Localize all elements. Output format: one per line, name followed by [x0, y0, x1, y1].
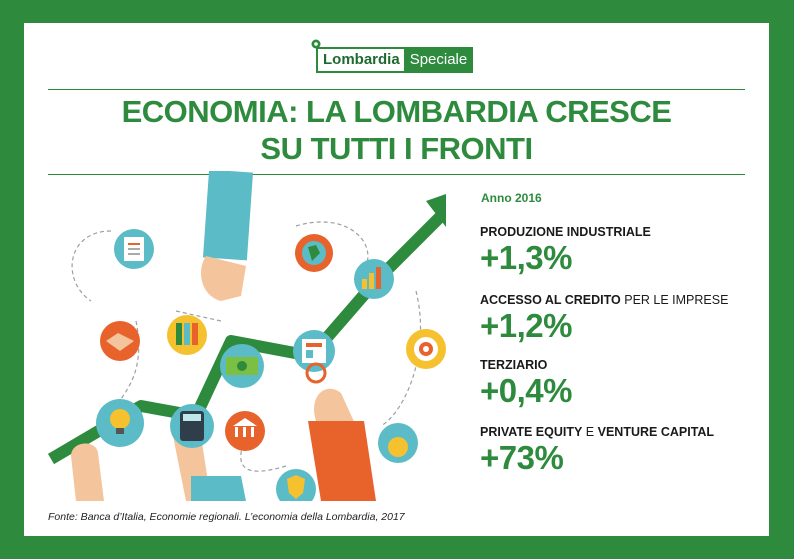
growth-chart-icon: [354, 259, 394, 299]
stat-tertiary-sector: TERZIARIO +0,4%: [480, 358, 573, 409]
stat-value: +0,4%: [480, 372, 573, 409]
logo-text-speciale: Speciale: [403, 47, 474, 73]
shield-icon: [276, 469, 316, 501]
target-icon: [406, 329, 446, 369]
stat-label-rest: PER LE IMPRESE: [620, 293, 729, 307]
stat-value: +1,3%: [480, 239, 572, 276]
stat-label: PRODUZIONE INDUSTRIALE: [480, 225, 651, 239]
page-title: ECONOMIA: LA LOMBARDIA CRESCE SU TUTTI I…: [48, 93, 745, 167]
newspaper-icon: [293, 330, 335, 372]
source-note: Fonte: Banca d’Italia, Economie regional…: [48, 511, 405, 523]
stat-private-equity: PRIVATE EQUITY E VENTURE CAPITAL +73%: [480, 425, 714, 476]
stat-value: +73%: [480, 439, 564, 476]
top-divider: [48, 89, 745, 90]
stat-industrial-production: PRODUZIONE INDUSTRIALE +1,3%: [480, 225, 651, 276]
stat-credit-access: ACCESSO AL CREDITO PER LE IMPRESE +1,2%: [480, 293, 728, 344]
year-label: Anno 2016: [481, 191, 542, 205]
hand-with-money: [201, 171, 254, 301]
stat-label: TERZIARIO: [480, 358, 572, 372]
handshake-icon: [100, 321, 140, 361]
stat-label-bold: ACCESSO AL CREDITO: [480, 293, 621, 307]
hand-with-magnifier: [308, 388, 376, 501]
stat-label: PRIVATE EQUITY E VENTURE CAPITAL: [480, 425, 714, 439]
stat-label-bold: PRODUZIONE INDUSTRIALE: [480, 225, 651, 239]
bank-icon: [225, 411, 265, 451]
map-pin-icon: [311, 39, 321, 49]
stat-label-bold: PRIVATE EQUITY: [480, 425, 583, 439]
calculator-icon: [170, 404, 214, 448]
stat-label-bold: TERZIARIO: [480, 358, 548, 372]
title-divider: [48, 174, 745, 175]
globe-icon: [295, 234, 333, 272]
economy-illustration: [47, 171, 446, 501]
document-icon: [114, 229, 154, 269]
stat-label-bold-2: VENTURE CAPITAL: [597, 425, 715, 439]
magnifier-icon: [305, 362, 327, 384]
banknote-icon: [220, 344, 264, 388]
binders-icon: [167, 315, 207, 355]
hand-with-lightbulb: [71, 443, 104, 501]
infographic-card: Lombardia Speciale ECONOMIA: LA LOMBARDI…: [24, 23, 769, 536]
title-line-2: SU TUTTI I FRONTI: [260, 131, 533, 166]
stat-value: +1,2%: [480, 307, 573, 344]
stat-label-mid: E: [582, 425, 598, 439]
stat-label: ACCESSO AL CREDITO PER LE IMPRESE: [480, 293, 728, 307]
title-line-1: ECONOMIA: LA LOMBARDIA CRESCE: [121, 94, 672, 129]
lombardia-speciale-logo: Lombardia Speciale: [311, 39, 474, 73]
lightbulb-icon: [96, 399, 144, 447]
money-bag-icon: [378, 423, 418, 463]
logo-text-lombardia: Lombardia: [316, 47, 404, 73]
